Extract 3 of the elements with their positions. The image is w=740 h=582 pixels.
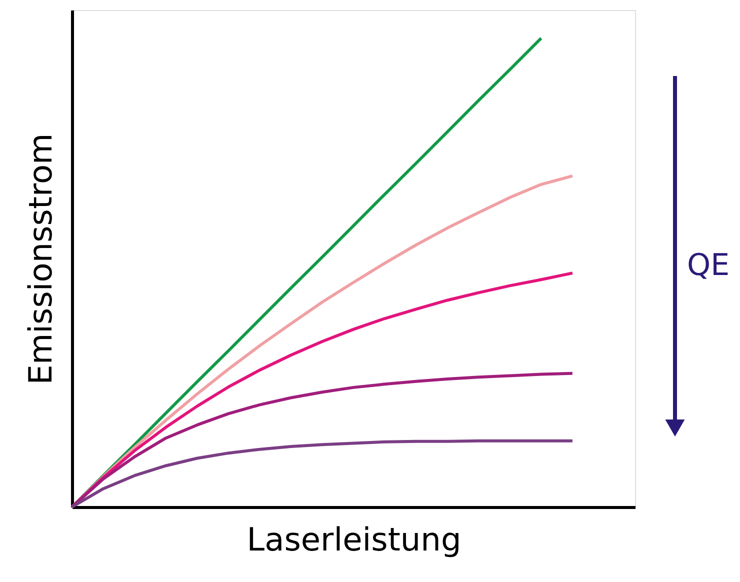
x-axis-title: Laserleistung <box>246 520 462 558</box>
y-axis-title: Emissionsstrom <box>22 133 60 385</box>
text: QE <box>687 248 730 283</box>
